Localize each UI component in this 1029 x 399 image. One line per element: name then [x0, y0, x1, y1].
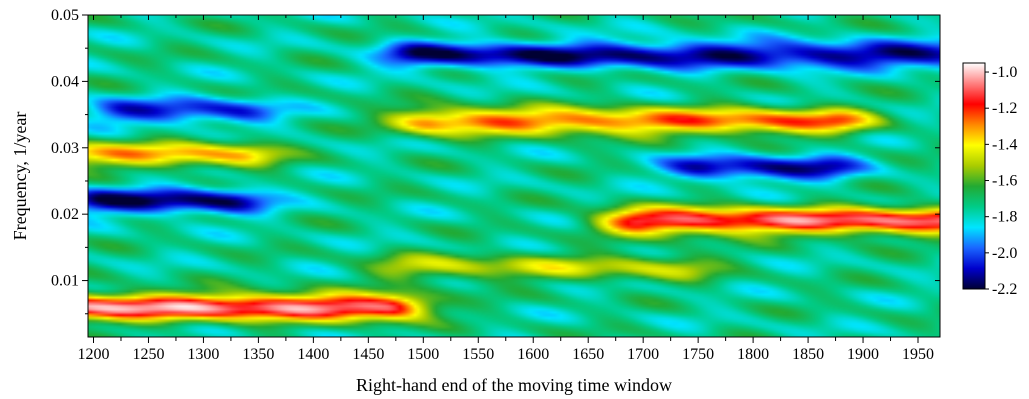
x-tick-label: 1350 — [242, 346, 274, 363]
colorbar: -1.0 -1.2 -1.4 -1.6 -1.8 -2.0 -2.2 — [962, 62, 1017, 298]
x-tick-label: 1400 — [297, 346, 329, 363]
y-tick-label: 0.02 — [51, 206, 79, 223]
y-tick-label: 0.01 — [51, 273, 79, 290]
colorbar-tick-label: -1.2 — [992, 100, 1017, 117]
x-tick-label: 1750 — [682, 346, 714, 363]
x-axis: 1200 1250 1300 1350 1400 1450 1500 1550 1600 1650… — [77, 15, 934, 363]
x-tick-label: 1800 — [737, 346, 769, 363]
x-tick-label: 1200 — [77, 346, 109, 363]
x-tick-label: 1850 — [792, 346, 824, 363]
heatmap-image — [88, 15, 940, 337]
colorbar-tick-label: -1.8 — [992, 209, 1017, 226]
x-tick-label: 1700 — [627, 346, 659, 363]
colorbar-tick-label: -2.0 — [992, 245, 1017, 262]
x-tick-label: 1600 — [517, 346, 549, 363]
x-tick-label: 1300 — [187, 346, 219, 363]
colorbar-tick-label: -1.4 — [992, 136, 1017, 153]
x-tick-label: 1450 — [352, 346, 384, 363]
x-axis-title: Right-hand end of the moving time window — [356, 375, 672, 395]
colorbar-ticks: -1.0 -1.2 -1.4 -1.6 -1.8 -2.0 -2.2 — [985, 64, 1017, 298]
y-axis: 0.01 0.02 0.03 0.04 0.05 — [51, 7, 940, 315]
y-axis-title: Frequency, 1/year — [10, 112, 30, 241]
x-tick-label: 1900 — [847, 346, 879, 363]
x-tick-label: 1650 — [572, 346, 604, 363]
y-tick-label: 0.04 — [51, 73, 79, 90]
colorbar-scale — [962, 62, 986, 290]
colorbar-tick-label: -1.6 — [992, 173, 1017, 190]
x-tick-label: 1550 — [462, 346, 494, 363]
heatmap-area — [88, 15, 940, 337]
colorbar-tick-label: -1.0 — [992, 64, 1017, 81]
x-tick-label: 1250 — [132, 346, 164, 363]
x-tick-label: 1950 — [902, 346, 934, 363]
colorbar-tick-label: -2.2 — [992, 281, 1017, 298]
y-tick-label: 0.03 — [51, 140, 79, 157]
y-tick-label: 0.05 — [51, 7, 79, 24]
x-tick-label: 1500 — [407, 346, 439, 363]
plot-frame — [87, 14, 941, 338]
